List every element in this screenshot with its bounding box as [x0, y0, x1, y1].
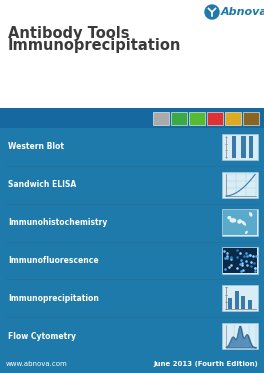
Ellipse shape	[245, 231, 248, 234]
Bar	[249, 136, 253, 158]
Ellipse shape	[242, 221, 246, 226]
Text: Flow Cytometry: Flow Cytometry	[8, 332, 76, 341]
Text: Immunofluorescence: Immunofluorescence	[8, 256, 99, 265]
Bar	[207, 112, 223, 125]
Bar	[248, 300, 252, 310]
Bar	[234, 291, 239, 310]
Ellipse shape	[237, 219, 242, 224]
Bar	[232, 136, 236, 158]
Circle shape	[205, 5, 219, 19]
Bar	[222, 172, 258, 198]
Bar	[228, 298, 232, 310]
Text: June 2013 (Fourth Edition): June 2013 (Fourth Edition)	[153, 361, 258, 367]
Bar	[222, 323, 258, 350]
Text: Antibody Tools: Antibody Tools	[8, 26, 130, 41]
Ellipse shape	[227, 216, 231, 219]
Bar	[222, 134, 258, 160]
Text: Immunoprecipitation: Immunoprecipitation	[8, 294, 99, 303]
Ellipse shape	[249, 212, 252, 217]
Bar	[189, 112, 205, 125]
Bar	[222, 285, 258, 311]
Text: Immunohistochemistry: Immunohistochemistry	[8, 218, 107, 227]
Bar	[0, 0, 264, 108]
Bar	[0, 108, 264, 128]
Bar	[223, 210, 257, 235]
Text: www.abnova.com: www.abnova.com	[6, 361, 68, 367]
Text: Abnova: Abnova	[221, 7, 264, 17]
Bar	[241, 295, 245, 310]
Ellipse shape	[230, 218, 236, 223]
Bar	[241, 136, 246, 158]
Bar	[153, 112, 169, 125]
Bar	[222, 247, 258, 274]
Text: Western Blot: Western Blot	[8, 142, 64, 151]
Bar	[222, 209, 258, 236]
Bar	[0, 108, 264, 373]
Text: Sandwich ELISA: Sandwich ELISA	[8, 180, 76, 189]
Text: Immunoprecipitation: Immunoprecipitation	[8, 38, 181, 53]
Bar	[243, 112, 259, 125]
Bar	[223, 248, 257, 273]
Bar	[171, 112, 187, 125]
Bar	[225, 112, 241, 125]
